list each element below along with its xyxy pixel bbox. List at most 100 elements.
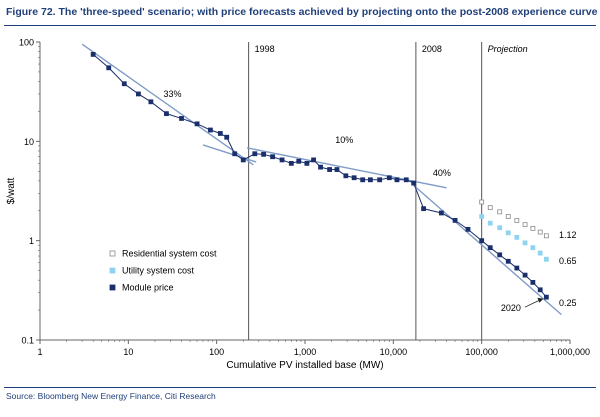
trend-line bbox=[81, 43, 254, 166]
trend-line bbox=[413, 184, 562, 316]
module-pricepoint-point bbox=[438, 210, 444, 216]
module-pricepoint-point bbox=[135, 91, 141, 97]
module-pricepoint-point bbox=[497, 252, 503, 258]
x-tick-label: 10,000 bbox=[380, 347, 408, 357]
residential-system-costpoint-point bbox=[487, 205, 493, 211]
y-axis-label: $/watt bbox=[6, 177, 17, 204]
module-pricepoint-point bbox=[148, 99, 154, 105]
source-rule bbox=[4, 387, 596, 388]
x-tick-label: 100 bbox=[209, 347, 224, 357]
source-note: Source: Bloomberg New Energy Finance, Ci… bbox=[6, 391, 216, 401]
legend-marker bbox=[109, 250, 116, 257]
module-pricepoint-point bbox=[194, 121, 200, 127]
annotation-arrowhead bbox=[537, 297, 544, 303]
module-pricepoint-point bbox=[505, 258, 511, 264]
module-pricepoint-point bbox=[279, 157, 285, 163]
legend-label: Module price bbox=[122, 283, 174, 293]
annotation-label: 40% bbox=[433, 168, 451, 178]
annotation-label: 0.65 bbox=[559, 256, 577, 266]
utility-system-costpoint-point bbox=[537, 250, 543, 256]
utility-system-costpoint-point bbox=[522, 240, 528, 246]
module-pricepoint-point bbox=[377, 177, 383, 183]
y-tick-label: 1 bbox=[29, 236, 34, 246]
module-pricepoint-point bbox=[360, 177, 366, 183]
y-tick-label: 100 bbox=[19, 38, 34, 48]
trend-line bbox=[246, 147, 447, 189]
module-pricepoint-point bbox=[232, 151, 238, 157]
period-label: 2008 bbox=[422, 44, 442, 54]
module-pricepoint-point bbox=[479, 238, 485, 244]
module-pricepoint-point bbox=[465, 226, 471, 232]
module-pricepoint-point bbox=[208, 127, 213, 133]
module-pricepoint-point bbox=[304, 160, 310, 166]
y-tick-label: 10 bbox=[24, 137, 34, 147]
module-pricepoint-point bbox=[179, 116, 184, 121]
module-pricepoint-point bbox=[121, 81, 127, 87]
module-pricepoint-point bbox=[537, 287, 543, 293]
module-pricepoint-point bbox=[351, 175, 357, 181]
title-rule bbox=[4, 25, 596, 26]
module-pricepoint-point bbox=[270, 154, 276, 160]
annotation-label: 1.12 bbox=[559, 230, 577, 240]
x-axis-label: Cumulative PV installed base (MW) bbox=[226, 360, 383, 371]
y-tick-label: 0.1 bbox=[21, 336, 34, 346]
residential-system-costpoint-point bbox=[479, 199, 485, 205]
module-pricepoint-point bbox=[452, 217, 458, 223]
utility-system-costpoint-point bbox=[514, 234, 520, 240]
legend-label: Utility system cost bbox=[122, 266, 195, 276]
module-pricepoint-point bbox=[530, 280, 536, 285]
x-tick-label: 1 bbox=[37, 347, 42, 357]
residential-system-costpoint-point bbox=[522, 222, 528, 228]
module-pricepoint-point bbox=[386, 175, 392, 181]
module-pricepoint-point bbox=[288, 160, 294, 166]
utility-system-costpoint-point bbox=[530, 245, 536, 251]
module-pricepoint-point bbox=[90, 52, 96, 57]
period-label: 1998 bbox=[255, 44, 275, 54]
figure-title: Figure 72. The 'three-speed' scenario; w… bbox=[6, 6, 598, 18]
module-pricepoint-point bbox=[296, 158, 302, 164]
module-pricepoint-point bbox=[311, 157, 316, 163]
module-pricepoint-point bbox=[106, 65, 112, 71]
residential-system-costpoint-point bbox=[530, 225, 536, 231]
module-pricepoint-point bbox=[411, 180, 417, 186]
module-pricepoint-point bbox=[543, 294, 549, 300]
module-pricepoint-point bbox=[522, 272, 528, 278]
residential-system-costpoint-point bbox=[514, 217, 520, 223]
residential-system-costpoint-point bbox=[497, 209, 503, 215]
residential-system-costpoint-point bbox=[505, 214, 511, 219]
annotation-label: 0.25 bbox=[559, 298, 577, 308]
module-pricepoint-point bbox=[240, 157, 246, 163]
x-tick-label: 10 bbox=[123, 347, 133, 357]
legend-marker bbox=[109, 267, 116, 274]
utility-system-costpoint-point bbox=[497, 225, 503, 231]
utility-system-costpoint-point bbox=[505, 230, 511, 236]
x-tick-label: 1,000,000 bbox=[550, 347, 590, 357]
module-pricepoint-point bbox=[343, 173, 349, 179]
module-pricepoint-point bbox=[327, 167, 333, 172]
module-pricepoint-point bbox=[224, 134, 230, 140]
module-pricepoint-point bbox=[403, 177, 409, 183]
module-price-line bbox=[92, 54, 547, 298]
annotation-label: 2020 bbox=[501, 303, 521, 313]
legend-marker bbox=[109, 284, 116, 291]
module-pricepoint-point bbox=[334, 167, 340, 172]
period-label: Projection bbox=[488, 44, 528, 54]
annotation-label: 10% bbox=[335, 135, 353, 145]
module-pricepoint-point bbox=[164, 111, 169, 117]
utility-system-costpoint-point bbox=[543, 256, 549, 262]
module-pricepoint-point bbox=[252, 151, 258, 157]
module-pricepoint-point bbox=[261, 151, 267, 157]
residential-system-costpoint-point bbox=[543, 233, 549, 239]
module-pricepoint-point bbox=[514, 265, 520, 271]
module-pricepoint-point bbox=[318, 164, 323, 170]
legend-label: Residential system cost bbox=[122, 249, 217, 259]
annotation-arrow bbox=[524, 299, 541, 308]
module-pricepoint-point bbox=[217, 131, 223, 136]
module-pricepoint-point bbox=[421, 206, 426, 212]
utility-system-costpoint-point bbox=[487, 220, 493, 226]
module-pricepoint-point bbox=[367, 177, 373, 183]
trend-line bbox=[202, 144, 257, 163]
module-pricepoint-point bbox=[487, 245, 493, 251]
utility-system-costpoint-point bbox=[479, 214, 485, 219]
